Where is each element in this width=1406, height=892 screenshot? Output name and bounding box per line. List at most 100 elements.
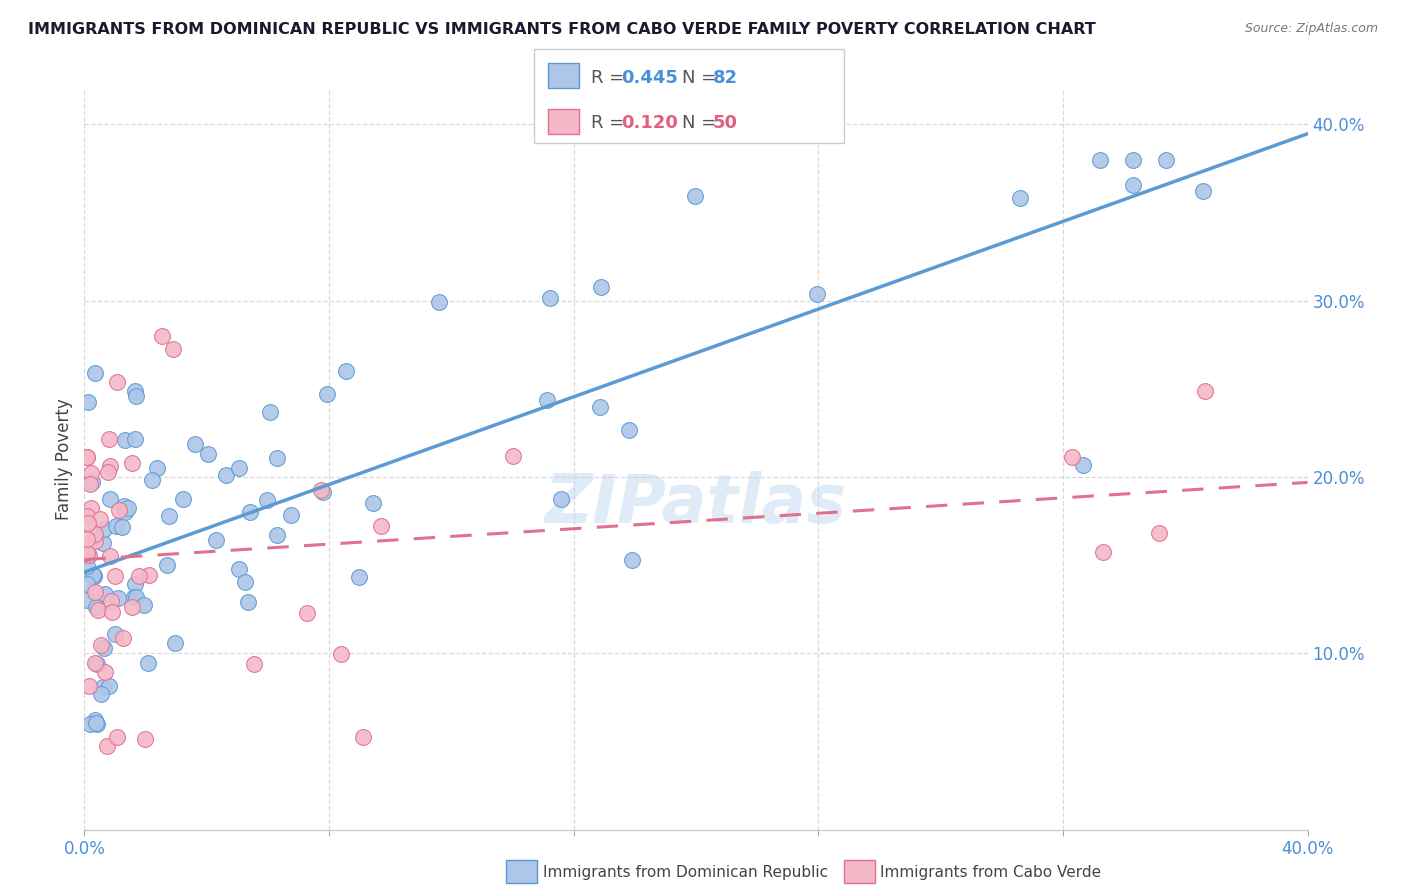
Text: 50: 50 <box>713 114 738 132</box>
Point <box>427 295 450 310</box>
Point <box>77 549 100 564</box>
Point <box>136 656 159 670</box>
Point <box>76 593 98 607</box>
Point <box>76 559 98 574</box>
Point <box>280 508 302 522</box>
Point <box>122 591 145 605</box>
Point <box>79 679 101 693</box>
Point <box>146 461 169 475</box>
Point <box>98 459 121 474</box>
Point <box>1122 153 1144 167</box>
Point <box>79 716 101 731</box>
Point <box>502 449 524 463</box>
Y-axis label: Family Poverty: Family Poverty <box>55 399 73 520</box>
Point <box>184 436 207 450</box>
Point <box>205 533 228 547</box>
Text: 82: 82 <box>713 69 738 87</box>
Point <box>228 561 250 575</box>
Text: R =: R = <box>591 114 630 132</box>
Point <box>84 716 107 731</box>
Point <box>76 395 98 409</box>
Point <box>111 519 134 533</box>
Point <box>1192 184 1215 198</box>
Point <box>1073 458 1095 472</box>
Point <box>155 558 177 573</box>
Point <box>94 587 117 601</box>
Point <box>86 716 108 731</box>
Point <box>98 549 121 563</box>
Text: 0.445: 0.445 <box>621 69 678 87</box>
Point <box>134 599 156 613</box>
Point <box>121 600 143 615</box>
Point <box>98 492 121 507</box>
Point <box>76 450 98 465</box>
Point <box>536 392 558 407</box>
Point <box>121 456 143 470</box>
Point <box>80 475 103 490</box>
Point <box>329 647 352 661</box>
Point <box>100 594 122 608</box>
Point <box>93 536 115 550</box>
Point <box>77 516 100 531</box>
Point <box>83 569 105 583</box>
Point <box>1090 153 1112 167</box>
Point <box>128 569 150 583</box>
Point <box>236 595 259 609</box>
Point <box>295 606 318 620</box>
Point <box>80 500 103 515</box>
Point <box>76 546 98 560</box>
Point <box>619 424 641 438</box>
Point <box>87 603 110 617</box>
Point <box>361 496 384 510</box>
Point <box>105 731 128 745</box>
Point <box>91 680 114 694</box>
Point <box>550 491 572 506</box>
Point <box>84 599 107 614</box>
Point <box>114 433 136 447</box>
Point <box>239 505 262 519</box>
Point <box>83 585 105 599</box>
Point <box>108 503 131 517</box>
Point <box>259 405 281 419</box>
Point <box>266 528 288 542</box>
Point <box>112 631 135 645</box>
Point <box>312 484 335 499</box>
Text: Source: ZipAtlas.com: Source: ZipAtlas.com <box>1244 22 1378 36</box>
Point <box>316 386 339 401</box>
Point <box>538 291 561 305</box>
Point <box>86 657 108 671</box>
Point <box>96 739 118 753</box>
Point <box>90 687 112 701</box>
Point <box>84 526 107 541</box>
Point <box>349 570 371 584</box>
Point <box>82 568 104 582</box>
Point <box>97 465 120 479</box>
Point <box>124 577 146 591</box>
Text: Immigrants from Cabo Verde: Immigrants from Cabo Verde <box>880 865 1101 880</box>
Point <box>311 483 333 497</box>
Point <box>84 533 107 548</box>
Point <box>589 400 612 414</box>
Point <box>138 568 160 582</box>
Point <box>104 569 127 583</box>
Point <box>1156 153 1178 167</box>
Point <box>125 590 148 604</box>
Point <box>114 505 136 519</box>
Point <box>266 451 288 466</box>
Point <box>256 493 278 508</box>
Point <box>683 189 706 203</box>
Text: N =: N = <box>682 114 721 132</box>
Point <box>370 518 392 533</box>
Point <box>93 665 115 680</box>
Point <box>76 547 98 561</box>
Point <box>165 636 187 650</box>
Point <box>197 447 219 461</box>
Point <box>83 569 105 583</box>
Point <box>80 466 103 480</box>
Point <box>124 432 146 446</box>
Point <box>233 575 256 590</box>
Point <box>150 329 173 343</box>
Point <box>79 476 101 491</box>
Point <box>335 364 357 378</box>
Point <box>1091 545 1114 559</box>
